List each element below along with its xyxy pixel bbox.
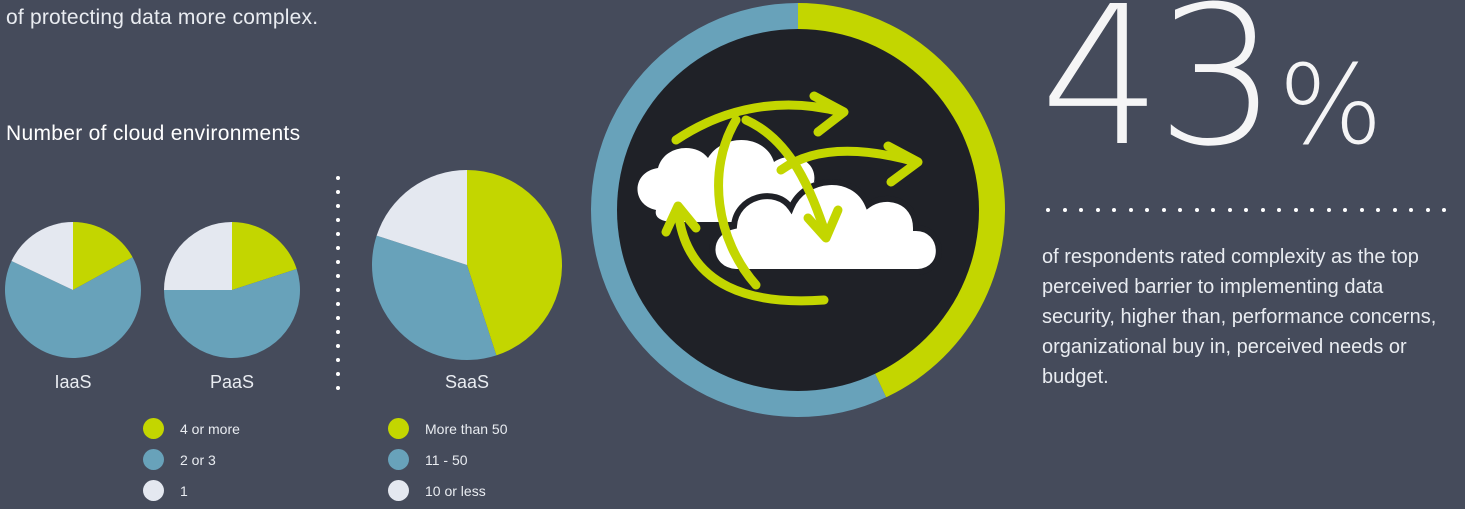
pie-slice-3-1 <box>467 170 563 356</box>
pie-slice-3-2 <box>372 235 497 361</box>
pie-label-saas: SaaS <box>444 372 490 392</box>
legend-label: 10 or less <box>425 482 486 499</box>
pie-slice-1-3 <box>11 222 74 290</box>
pie-slice-2-1 <box>232 222 297 290</box>
cloud-with-arrows-icon <box>637 91 942 306</box>
percent-sign: % <box>1278 41 1383 169</box>
pie-slice-3-3 <box>376 170 467 265</box>
legend-swatch-green <box>143 418 164 439</box>
dotted-rule <box>1046 208 1446 212</box>
legend-label: 4 or more <box>180 420 240 437</box>
pie-slice-2-2 <box>164 268 300 359</box>
pie-label-paas: PaaS <box>209 372 255 392</box>
legend-swatch-light <box>143 480 164 501</box>
legend-label: More than 50 <box>425 420 508 437</box>
legend-item: 4 or more <box>143 413 240 444</box>
legend-label: 11 - 50 <box>425 451 468 468</box>
pie-label-iaas: IaaS <box>54 372 92 392</box>
legend-label: 1 <box>180 482 188 499</box>
stat-ring <box>591 3 1005 417</box>
pie-slice-1-1 <box>73 222 133 290</box>
pie-slice-2-3 <box>164 222 232 290</box>
dotted-divider <box>336 176 340 404</box>
legend-item: 10 or less <box>388 475 508 506</box>
legend-item: 1 <box>143 475 240 506</box>
stat-description: of respondents rated complexity as the t… <box>1042 246 1437 388</box>
legend-saas: More than 50 11 - 50 10 or less <box>388 413 508 506</box>
section-title: Number of cloud environments <box>6 122 301 145</box>
intro-text: of protecting data more complex. <box>6 6 319 29</box>
stat-value: 43 <box>1040 0 1278 189</box>
legend-item: 2 or 3 <box>143 444 240 475</box>
stat-number: 43% <box>1040 0 1383 174</box>
legend-item: More than 50 <box>388 413 508 444</box>
legend-cloud-count: 4 or more 2 or 3 1 <box>143 413 240 506</box>
pie-charts <box>5 170 563 361</box>
legend-swatch-light <box>388 480 409 501</box>
legend-item: 11 - 50 <box>388 444 508 475</box>
legend-swatch-green <box>388 418 409 439</box>
legend-swatch-blue <box>143 449 164 470</box>
pie-slice-1-2 <box>5 257 142 358</box>
legend-label: 2 or 3 <box>180 451 216 468</box>
legend-swatch-blue <box>388 449 409 470</box>
